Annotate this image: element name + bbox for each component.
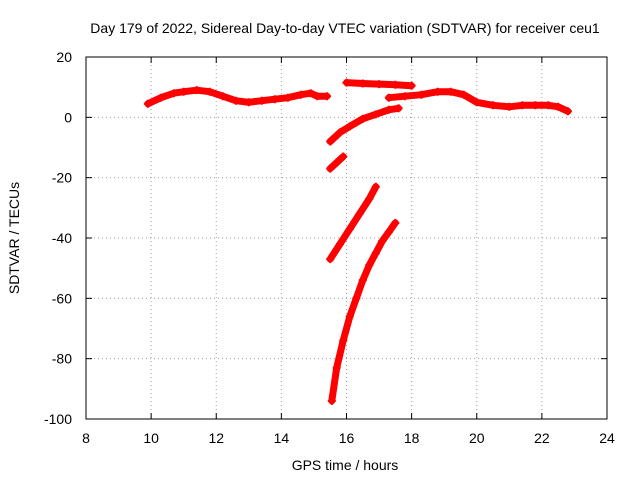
data-point <box>205 87 214 96</box>
data-point <box>358 79 367 88</box>
data-point <box>358 114 367 123</box>
data-point <box>401 92 410 101</box>
data-point <box>335 240 344 249</box>
y-axis-ticks: -100 -80 -60 -40 -20 0 20 <box>44 49 607 427</box>
data-point <box>231 96 240 105</box>
data-point <box>339 152 348 161</box>
data-point <box>563 107 572 116</box>
data-point <box>218 92 227 101</box>
data-point <box>371 182 380 191</box>
data-point <box>306 89 315 98</box>
x-axis-ticks: 8 10 12 14 16 18 20 22 24 <box>82 57 615 446</box>
data-point <box>391 80 400 89</box>
data-point <box>283 93 292 102</box>
data-point <box>345 312 354 321</box>
data-point <box>446 87 455 96</box>
data-point <box>358 276 367 285</box>
data-point <box>531 101 540 110</box>
y-tick-label: -80 <box>52 351 72 367</box>
data-point <box>339 336 348 345</box>
data-point <box>518 101 527 110</box>
y-tick-label: 0 <box>64 109 72 125</box>
y-tick-label: -20 <box>52 170 72 186</box>
data-point <box>156 93 165 102</box>
data-series-group <box>143 78 572 405</box>
y-tick-label: -40 <box>52 230 72 246</box>
data-point <box>384 105 393 114</box>
data-point <box>169 89 178 98</box>
data-point <box>544 101 553 110</box>
data-point <box>327 396 336 405</box>
data-point <box>179 87 188 96</box>
x-tick-label: 24 <box>599 430 615 446</box>
data-point <box>433 87 442 96</box>
data-point <box>143 99 152 108</box>
x-tick-label: 18 <box>404 430 420 446</box>
data-point <box>394 104 403 113</box>
data-point <box>554 102 563 111</box>
data-point <box>326 137 335 146</box>
data-point <box>378 237 387 246</box>
data-point <box>345 224 354 233</box>
data-point <box>365 261 374 270</box>
x-tick-label: 8 <box>82 430 90 446</box>
data-point <box>296 90 305 99</box>
data-point <box>326 255 335 264</box>
x-tick-label: 22 <box>534 430 550 446</box>
data-point <box>326 164 335 173</box>
data-point <box>407 81 416 90</box>
data-point <box>313 92 322 101</box>
data-point <box>384 227 393 236</box>
x-axis-label: GPS time / hours <box>292 457 399 473</box>
chart-title: Day 179 of 2022, Sidereal Day-to-day VTE… <box>90 20 600 36</box>
data-point <box>335 128 344 137</box>
data-point <box>489 101 498 110</box>
data-point <box>365 194 374 203</box>
data-point <box>371 110 380 119</box>
data-point <box>332 158 341 167</box>
series-arc-1 <box>144 86 331 108</box>
x-tick-label: 10 <box>143 430 159 446</box>
data-point <box>375 80 384 89</box>
data-point <box>472 98 481 107</box>
y-tick-label: 20 <box>56 49 72 65</box>
data-point <box>391 218 400 227</box>
data-point <box>459 90 468 99</box>
data-point <box>417 90 426 99</box>
data-point <box>352 294 361 303</box>
data-point <box>355 209 364 218</box>
data-point <box>332 363 341 372</box>
data-point <box>371 249 380 258</box>
data-point <box>345 122 354 131</box>
data-point <box>342 78 351 87</box>
data-point <box>257 96 266 105</box>
x-tick-label: 16 <box>339 430 355 446</box>
data-point <box>270 95 279 104</box>
x-tick-label: 20 <box>469 430 485 446</box>
x-tick-label: 12 <box>208 430 224 446</box>
data-point <box>244 98 253 107</box>
data-point <box>322 92 331 101</box>
x-tick-label: 14 <box>274 430 290 446</box>
series-arc-7 <box>328 219 399 405</box>
data-point <box>384 93 393 102</box>
data-point <box>505 102 514 111</box>
y-tick-label: -60 <box>52 290 72 306</box>
y-tick-label: -100 <box>44 411 72 427</box>
y-axis-label: SDTVAR / TECUs <box>6 182 22 294</box>
data-point <box>192 86 201 95</box>
series-arc-6 <box>326 183 380 263</box>
